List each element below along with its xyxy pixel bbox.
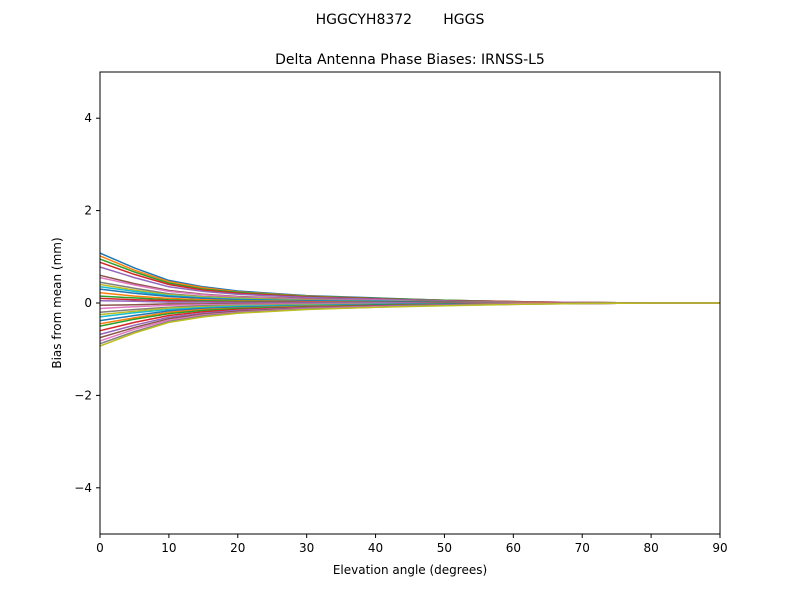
series-lines <box>99 252 720 347</box>
x-tick-label: 60 <box>506 541 521 555</box>
y-axis-label: Bias from mean (mm) <box>50 237 64 368</box>
y-axis: −4 −2 0 2 4 <box>74 111 100 495</box>
x-axis-label: Elevation angle (degrees) <box>333 563 487 577</box>
x-tick-label: 10 <box>161 541 176 555</box>
y-tick-label: 4 <box>84 111 92 125</box>
x-tick-label: 20 <box>230 541 245 555</box>
x-tick-label: 70 <box>575 541 590 555</box>
y-tick-label: 0 <box>84 296 92 310</box>
y-tick-label: 2 <box>84 204 92 218</box>
x-tick-label: 40 <box>368 541 383 555</box>
x-axis: 0 10 20 30 40 50 60 70 80 90 <box>96 534 728 555</box>
x-tick-label: 50 <box>437 541 452 555</box>
figure-suptitle: HGGCYH8372 HGGS <box>316 12 485 28</box>
x-tick-label: 90 <box>712 541 727 555</box>
x-tick-label: 30 <box>299 541 314 555</box>
y-tick-label: −2 <box>74 388 92 402</box>
y-tick-label: −4 <box>74 481 92 495</box>
chart-title: Delta Antenna Phase Biases: IRNSS-L5 <box>275 52 545 68</box>
x-tick-label: 0 <box>96 541 104 555</box>
x-tick-label: 80 <box>643 541 658 555</box>
series-line-28 <box>99 302 720 347</box>
